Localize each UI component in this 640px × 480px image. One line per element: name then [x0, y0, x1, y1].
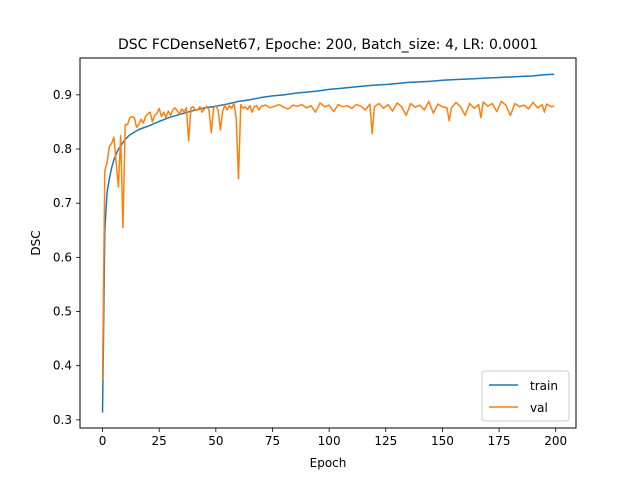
y-tick-label: 0.7	[53, 196, 72, 210]
x-tick-label: 0	[99, 434, 107, 448]
plot-lines	[101, 73, 555, 413]
x-tick-label: 25	[152, 434, 167, 448]
x-tick-label: 125	[374, 434, 397, 448]
x-tick-label: 75	[265, 434, 280, 448]
x-tick-label: 175	[488, 434, 511, 448]
chart-title: DSC FCDenseNet67, Epoche: 200, Batch_siz…	[118, 37, 538, 53]
legend-label-val: val	[530, 401, 548, 415]
x-axis-label: Epoch	[310, 456, 347, 470]
y-tick-label: 0.5	[53, 305, 72, 319]
plot-frame	[79, 57, 577, 429]
legend-box	[481, 370, 570, 422]
x-tick-label: 150	[431, 434, 454, 448]
series-line-train	[101, 73, 555, 413]
x-tick-label: 50	[208, 434, 223, 448]
x-tick-label: 100	[318, 434, 341, 448]
y-axis-label: DSC	[29, 230, 43, 255]
y-tick-label: 0.4	[53, 359, 72, 373]
legend-label-train: train	[530, 379, 558, 393]
y-tick-label: 0.9	[53, 88, 72, 102]
series-line-val	[101, 100, 555, 380]
x-axis-ticks: 0 25 50 75 100 125 150 175 200	[99, 428, 567, 448]
legend: train val	[481, 370, 570, 422]
x-tick-label: 200	[544, 434, 567, 448]
y-tick-label: 0.8	[53, 142, 72, 156]
y-tick-label: 0.6	[53, 250, 72, 264]
y-tick-label: 0.3	[53, 413, 72, 427]
y-axis-ticks: 0.3 0.4 0.5 0.6 0.7 0.8 0.9	[53, 88, 80, 427]
